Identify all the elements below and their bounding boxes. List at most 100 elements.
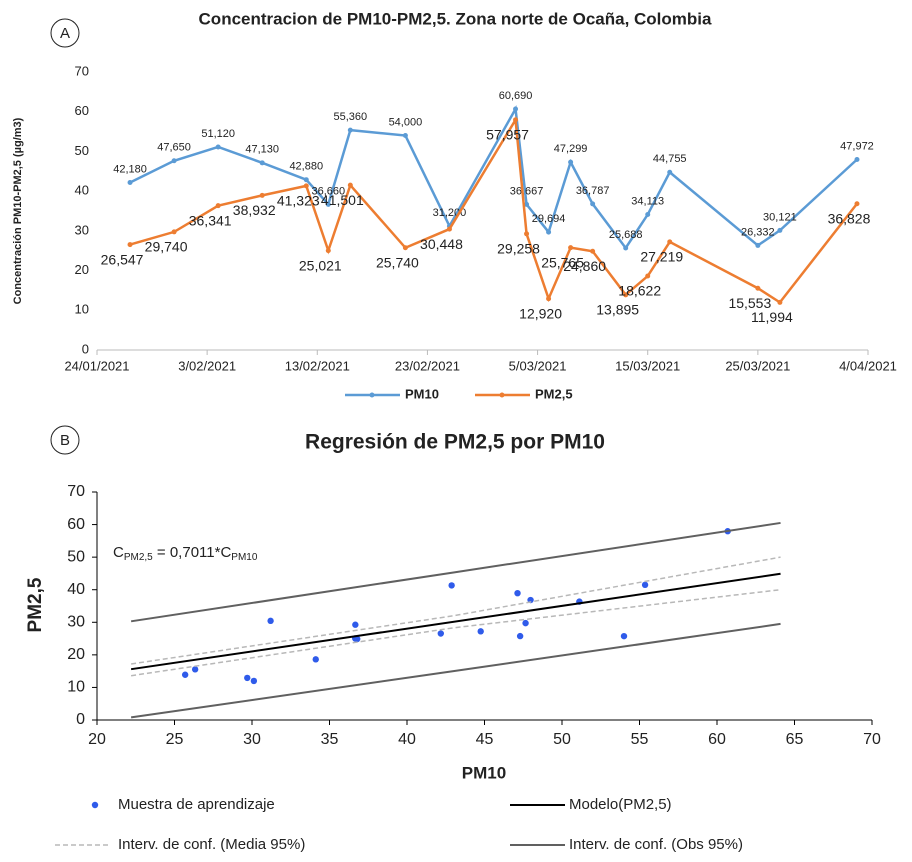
y-tick-label: 0	[76, 711, 85, 728]
legend-label: Muestra de aprendizaje	[118, 796, 275, 813]
point	[854, 201, 860, 207]
point	[312, 656, 319, 663]
point	[667, 169, 673, 175]
y-tick-label: 50	[67, 548, 85, 565]
data-label: 51,120	[201, 128, 235, 140]
data-label: 25,740	[376, 254, 419, 270]
point	[127, 242, 133, 248]
x-tick-label: 45	[476, 731, 494, 748]
y-tick-label: 20	[67, 646, 85, 663]
y-tick-label: 50	[75, 143, 89, 158]
data-label: 27,219	[640, 249, 683, 265]
x-tick-label: 60	[708, 731, 726, 748]
x-tick-label: 25/03/2021	[725, 358, 790, 373]
y-tick-label: 70	[75, 63, 89, 78]
legend-label: PM10	[405, 386, 439, 401]
x-tick-label: 70	[863, 731, 881, 748]
data-label: 29,740	[145, 239, 188, 255]
point	[437, 630, 444, 637]
point	[215, 203, 221, 209]
point	[446, 226, 452, 232]
y-tick-label: 40	[75, 183, 89, 198]
point	[477, 628, 484, 635]
data-label: 29,694	[532, 213, 566, 225]
point	[353, 635, 361, 643]
point	[546, 296, 552, 302]
series-line	[130, 622, 781, 719]
series-line	[129, 115, 858, 305]
point	[590, 248, 596, 254]
x-tick-label: 50	[553, 731, 571, 748]
point	[325, 248, 331, 254]
data-label: 30,121	[763, 211, 797, 223]
equation-part: C	[113, 544, 124, 561]
chart-title: Regresión de PM2,5 por PM10	[305, 431, 605, 454]
x-tick-label: 4/04/2021	[839, 358, 897, 373]
equation-part: = 0,7011*C	[153, 544, 232, 561]
point	[259, 160, 265, 166]
data-label: 38,932	[233, 202, 276, 218]
equation: CPM2,5 = 0,7011*CPM10	[113, 544, 258, 563]
point	[516, 632, 524, 640]
y-axis-title: Concentración PM10-PM2,5 (µg/m3)	[12, 117, 24, 304]
point	[620, 632, 628, 640]
data-label: 24,860	[563, 258, 606, 274]
equation-part: PM2,5	[124, 552, 153, 563]
point	[402, 245, 408, 251]
y-tick-label: 40	[67, 581, 85, 598]
data-label: 36,660	[311, 185, 345, 197]
data-label: 36,667	[510, 185, 544, 197]
data-label: 60,690	[499, 90, 533, 102]
data-label: 47,130	[245, 144, 279, 156]
point	[777, 227, 783, 233]
y-tick-label: 10	[75, 302, 89, 317]
data-label: 54,000	[389, 116, 423, 128]
data-label: 15,553	[728, 295, 771, 311]
point	[777, 299, 783, 305]
point	[352, 621, 359, 628]
x-tick-label: 35	[321, 731, 339, 748]
data-label: 30,448	[420, 236, 463, 252]
point	[645, 212, 651, 218]
equation-part: PM10	[231, 552, 258, 563]
point	[259, 192, 265, 198]
data-label: 41,323	[277, 193, 320, 209]
point	[623, 292, 629, 298]
series-line	[130, 572, 781, 671]
point	[568, 159, 574, 165]
data-label: 36,828	[828, 210, 871, 226]
data-label: 29,258	[497, 241, 540, 257]
legend-label: PM2,5	[535, 386, 573, 401]
x-tick-label: 65	[786, 731, 804, 748]
point	[402, 133, 408, 139]
y-tick-label: 20	[75, 262, 89, 277]
y-axis-title: PM2,5	[25, 577, 46, 632]
legend-marker	[499, 392, 505, 398]
x-tick-label: 5/03/2021	[509, 358, 567, 373]
point	[755, 285, 761, 291]
point	[181, 671, 189, 678]
y-tick-label: 70	[67, 483, 85, 500]
legend-marker	[369, 392, 375, 398]
panel-circle	[50, 18, 80, 48]
x-tick-label: 13/02/2021	[285, 358, 350, 373]
point	[524, 201, 530, 207]
data-label: 25,688	[609, 229, 643, 241]
point	[171, 229, 177, 235]
point	[641, 581, 649, 589]
x-tick-label: 20	[88, 731, 106, 748]
series-line	[130, 521, 781, 623]
point	[667, 239, 673, 245]
point	[267, 617, 274, 625]
point	[127, 179, 133, 185]
x-tick-label: 25	[166, 731, 184, 748]
x-tick-label: 55	[631, 731, 649, 748]
y-tick-label: 30	[75, 222, 89, 237]
legend-marker	[91, 801, 99, 809]
point	[522, 619, 529, 627]
data-label: 13,895	[596, 302, 639, 318]
point	[546, 229, 552, 235]
point	[171, 158, 177, 164]
x-tick-label: 15/03/2021	[615, 358, 680, 373]
data-label: 12,920	[519, 305, 562, 321]
